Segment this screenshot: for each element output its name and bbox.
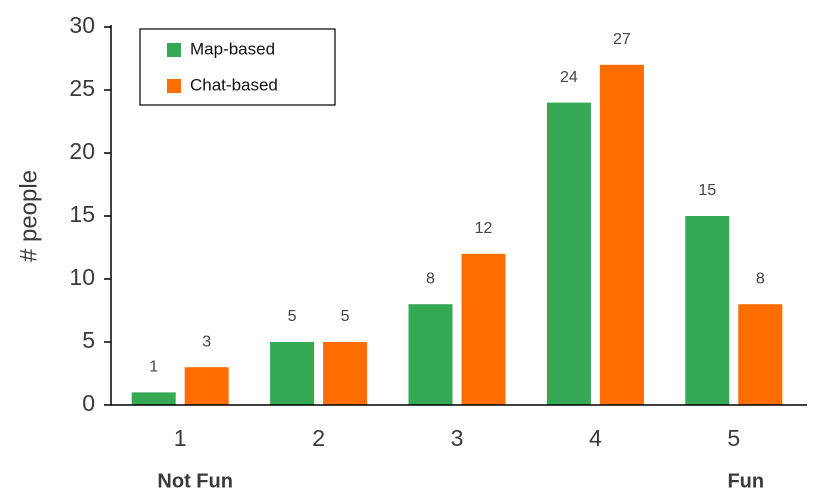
bar (738, 304, 783, 405)
x-tick-label: 4 (589, 425, 602, 451)
value-label: 8 (426, 270, 435, 287)
bar (546, 102, 591, 405)
bar (461, 253, 506, 405)
x-tick-label: 3 (451, 425, 464, 451)
y-tick-label: 0 (82, 390, 95, 416)
annotation: Not Fun (157, 470, 233, 492)
bar (599, 64, 644, 406)
x-tick-label: 2 (312, 425, 325, 451)
value-label: 24 (560, 69, 578, 86)
bar (131, 392, 176, 405)
y-tick-label: 20 (69, 138, 95, 164)
value-label: 8 (756, 270, 765, 287)
y-axis-label: # people (15, 170, 42, 262)
legend-label: Map-based (190, 39, 275, 58)
value-label: 5 (288, 308, 297, 325)
value-label: 5 (341, 308, 350, 325)
value-label: 3 (202, 333, 211, 350)
value-label: 12 (475, 220, 493, 237)
value-label: 15 (698, 182, 716, 199)
y-tick-label: 10 (69, 264, 95, 290)
bar (408, 304, 453, 405)
legend-swatch (167, 43, 181, 57)
y-tick-label: 15 (69, 201, 95, 227)
y-tick-label: 30 (69, 12, 95, 38)
x-tick-label: 5 (727, 425, 740, 451)
y-tick-label: 25 (69, 75, 95, 101)
value-label: 1 (149, 359, 158, 376)
bar (685, 216, 730, 405)
value-label: 27 (613, 31, 631, 48)
legend-swatch (167, 79, 181, 93)
bar (184, 367, 229, 405)
bar (270, 342, 315, 405)
bar (323, 342, 368, 405)
legend-label: Chat-based (190, 75, 278, 94)
annotation: Fun (727, 470, 764, 492)
y-tick-label: 5 (82, 327, 95, 353)
x-tick-label: 1 (174, 425, 187, 451)
